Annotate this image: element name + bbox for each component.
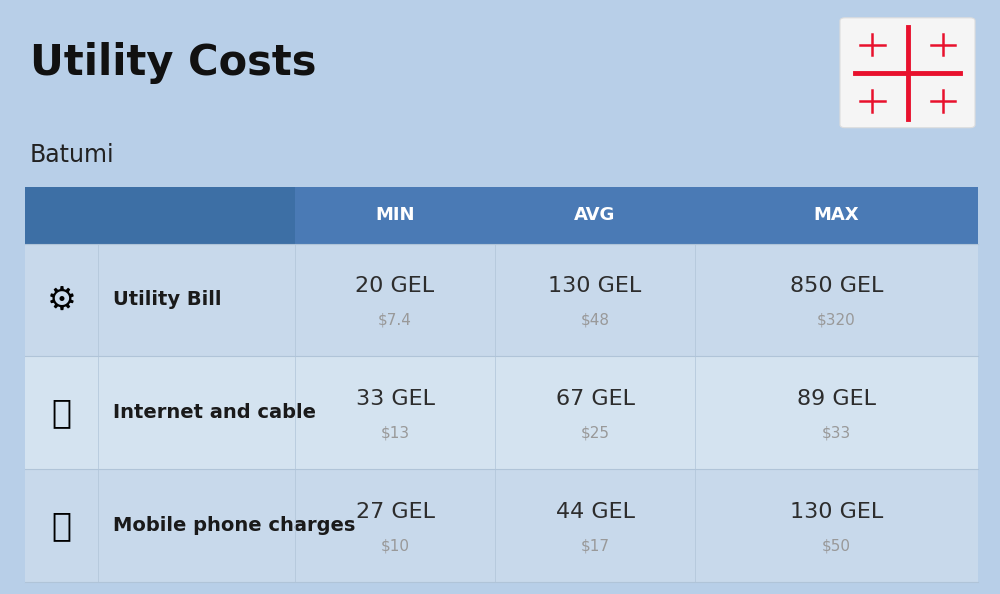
- Text: $320: $320: [817, 313, 856, 328]
- Text: $17: $17: [580, 539, 610, 554]
- Text: MAX: MAX: [814, 206, 859, 225]
- Text: $50: $50: [822, 539, 851, 554]
- Text: Utility Bill: Utility Bill: [113, 290, 222, 309]
- Text: $7.4: $7.4: [378, 313, 412, 328]
- FancyBboxPatch shape: [840, 18, 975, 128]
- Text: 📡: 📡: [52, 396, 72, 429]
- Text: 20 GEL: 20 GEL: [355, 276, 435, 296]
- Text: 130 GEL: 130 GEL: [548, 276, 642, 296]
- Text: $10: $10: [380, 539, 410, 554]
- Text: 33 GEL: 33 GEL: [356, 389, 434, 409]
- Text: $13: $13: [380, 426, 410, 441]
- Text: Batumi: Batumi: [30, 143, 115, 166]
- Text: Internet and cable: Internet and cable: [113, 403, 316, 422]
- Text: MIN: MIN: [375, 206, 415, 225]
- Text: Utility Costs: Utility Costs: [30, 42, 316, 84]
- Bar: [25, 244, 978, 356]
- Text: 130 GEL: 130 GEL: [790, 502, 883, 522]
- Text: $33: $33: [822, 426, 851, 441]
- Text: 89 GEL: 89 GEL: [797, 389, 876, 409]
- Bar: [25, 187, 295, 244]
- Text: $48: $48: [580, 313, 610, 328]
- Text: Mobile phone charges: Mobile phone charges: [113, 516, 355, 535]
- Text: 27 GEL: 27 GEL: [356, 502, 434, 522]
- Text: AVG: AVG: [574, 206, 616, 225]
- Text: 44 GEL: 44 GEL: [556, 502, 635, 522]
- Bar: [295, 187, 978, 244]
- Bar: [25, 356, 978, 469]
- Text: 📱: 📱: [52, 509, 72, 542]
- Text: ⚙️: ⚙️: [47, 283, 76, 317]
- Text: 67 GEL: 67 GEL: [556, 389, 635, 409]
- Text: 850 GEL: 850 GEL: [790, 276, 883, 296]
- Bar: [25, 469, 978, 582]
- Text: $25: $25: [580, 426, 610, 441]
